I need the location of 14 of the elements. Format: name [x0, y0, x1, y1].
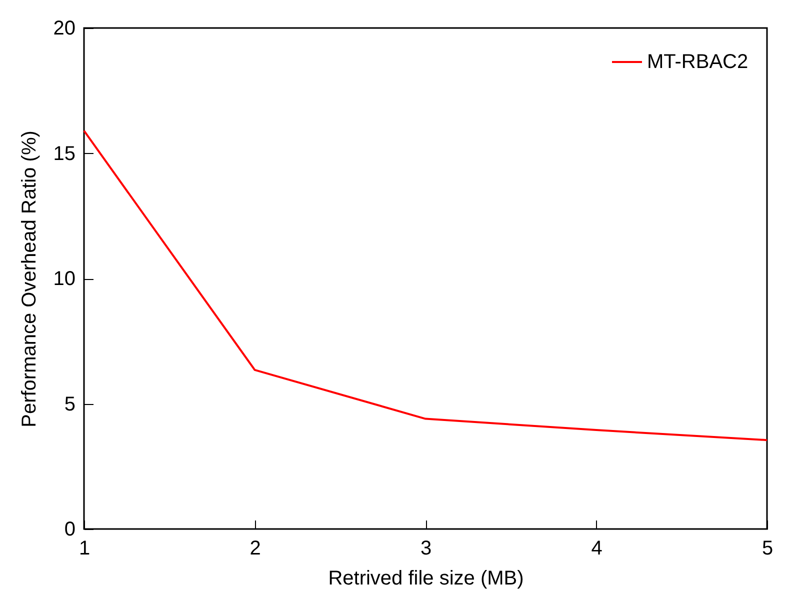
x-tick-label: 3: [420, 538, 432, 560]
x-axis-title: Retrived file size (MB): [328, 568, 524, 590]
legend-label: MT-RBAC2: [647, 51, 748, 73]
x-tick-label: 2: [250, 538, 261, 560]
y-axis-title: Performance Overhead Ratio (%): [18, 130, 40, 428]
y-tick-label: 15: [53, 142, 76, 165]
y-tick-label: 10: [53, 268, 76, 290]
x-tick-label: 5: [762, 538, 774, 560]
line-series: [83, 130, 768, 442]
x-tick-label: 4: [591, 538, 602, 560]
y-tick-label: 0: [64, 518, 76, 540]
y-tick-label: 5: [64, 393, 76, 416]
x-tick-label: 1: [78, 538, 90, 560]
y-tick-label: 20: [53, 18, 76, 40]
